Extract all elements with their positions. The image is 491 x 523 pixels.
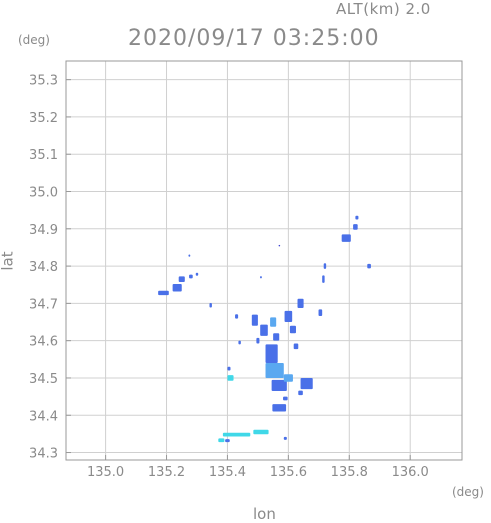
reflectivity-cell <box>297 298 304 309</box>
reflectivity-cell <box>272 404 287 412</box>
x-tick-label: 135.6 <box>270 465 307 480</box>
reflectivity-cell <box>322 275 325 283</box>
x-tick-label: 136.0 <box>392 465 429 480</box>
grid-lines <box>66 61 462 460</box>
y-tick-label: 34.5 <box>29 372 58 387</box>
reflectivity-cell <box>298 390 303 396</box>
reflectivity-cell <box>353 224 358 230</box>
reflectivity-cell <box>271 379 287 392</box>
chart-title: 2020/09/17 03:25:00 <box>128 26 380 51</box>
x-tick-label: 135.0 <box>87 465 124 480</box>
x-axis-label: lon <box>253 505 276 523</box>
reflectivity-cell <box>265 363 284 378</box>
reflectivity-cell <box>227 366 231 371</box>
reflectivity-cell <box>283 396 288 401</box>
reflectivity-cell <box>218 438 225 443</box>
y-tick-label: 34.7 <box>29 297 58 312</box>
y-tick-labels: 34.3 34.4 34.5 34.6 34.7 34.8 34.9 35.0 35.1 35.2… <box>29 74 58 462</box>
reflectivity-cell <box>283 436 287 440</box>
y-tick-label: 34.6 <box>29 335 58 350</box>
reflectivity-cell <box>367 263 371 269</box>
x-tick-labels: 135.0 135.2 135.4 135.6 135.8 136.0 <box>87 465 429 480</box>
y-unit-label: (deg) <box>18 33 50 47</box>
y-tick-label: 35.2 <box>29 111 58 126</box>
reflectivity-cell <box>270 317 277 327</box>
x-tick-label: 135.8 <box>331 465 368 480</box>
x-unit-label: (deg) <box>452 485 484 499</box>
reflectivity-cell <box>293 343 299 350</box>
reflectivity-cell <box>256 337 260 344</box>
reflectivity-cell <box>273 333 280 341</box>
reflectivity-cell <box>225 439 230 443</box>
reflectivity-cell <box>222 432 251 437</box>
y-tick-label: 35.0 <box>29 186 58 201</box>
reflectivity-cell <box>260 276 262 279</box>
reflectivity-cell <box>238 340 241 345</box>
reflectivity-cell <box>341 234 351 242</box>
y-tick-label: 34.8 <box>29 260 58 275</box>
reflectivity-cell <box>251 314 258 326</box>
reflectivity-cell <box>227 375 234 381</box>
altitude-label: ALT(km) 2.0 <box>336 0 431 18</box>
reflectivity-cell <box>178 276 185 282</box>
reflectivity-cell <box>158 290 169 296</box>
reflectivity-cell <box>189 274 193 279</box>
y-tick-label: 34.4 <box>29 409 58 424</box>
reflectivity-cell <box>355 215 359 220</box>
y-tick-label: 34.9 <box>29 223 58 238</box>
reflectivity-cell <box>289 325 296 334</box>
reflectivity-cell <box>260 324 268 336</box>
reflectivity-cell <box>265 344 278 364</box>
y-tick-label: 35.1 <box>29 148 58 163</box>
reflectivity-cell <box>235 314 239 319</box>
y-tick-label: 34.3 <box>29 447 58 462</box>
plot-frame <box>65 60 463 461</box>
y-tick-label: 35.3 <box>29 74 58 89</box>
reflectivity-cell <box>284 310 293 323</box>
reflectivity-cells <box>158 215 371 443</box>
reflectivity-cell <box>209 303 212 308</box>
x-tick-label: 135.4 <box>209 465 246 480</box>
reflectivity-cell <box>300 377 313 390</box>
reflectivity-cell <box>195 272 199 276</box>
reflectivity-cell <box>253 429 269 435</box>
reflectivity-cell <box>318 309 323 317</box>
reflectivity-cell <box>278 244 281 247</box>
reflectivity-cell <box>172 283 182 292</box>
reflectivity-cell <box>188 254 191 257</box>
reflectivity-cell <box>323 263 327 269</box>
x-tick-label: 135.2 <box>148 465 185 480</box>
reflectivity-cell <box>283 374 293 382</box>
